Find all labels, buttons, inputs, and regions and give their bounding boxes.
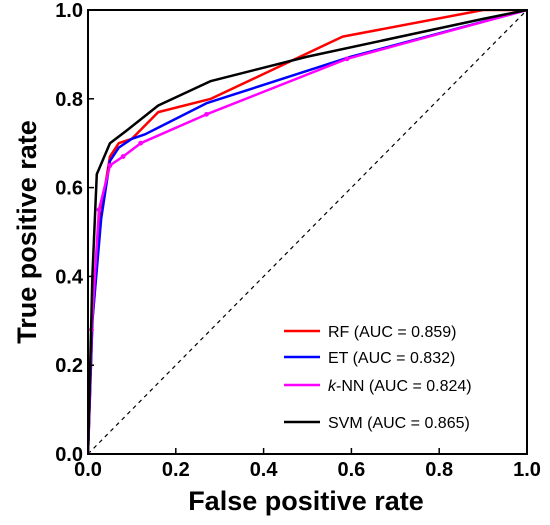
series-point-k-nn [344, 56, 350, 62]
y-tick-label: 0.4 [55, 266, 84, 288]
x-tick-label: 0.0 [74, 459, 102, 481]
legend-label-rf: RF (AUC = 0.859) [328, 324, 456, 341]
series-point-k-nn [138, 140, 144, 146]
series-point-k-nn [96, 207, 102, 213]
reference-line-layer [88, 10, 527, 454]
y-tick-label: 0.2 [55, 355, 83, 377]
series-line-et [88, 10, 527, 454]
x-axis-ticks: 0.0 0.2 0.4 0.6 0.8 1.0 [74, 448, 541, 481]
series-layer [88, 10, 527, 454]
y-tick-label: 0.0 [55, 444, 83, 466]
x-tick-label: 1.0 [513, 459, 541, 481]
plot-frame [87, 9, 528, 455]
chance-diagonal-line [88, 10, 527, 454]
y-axis-ticks: 0.0 0.2 0.4 0.6 0.8 1.0 [55, 0, 94, 466]
x-tick-label: 0.4 [250, 459, 279, 481]
y-tick-label: 1.0 [55, 0, 83, 22]
series-line-svm [88, 10, 527, 454]
y-tick-label: 0.8 [55, 89, 83, 111]
legend-label-k-nn: k-NN (AUC = 0.824) [328, 378, 472, 395]
legend: RF (AUC = 0.859) ET (AUC = 0.832) k-NN (AU… [284, 324, 472, 432]
x-tick-label: 0.6 [337, 459, 365, 481]
legend-label-svm: SVM (AUC = 0.865) [328, 415, 470, 432]
x-axis-label: False positive rate [188, 486, 424, 516]
y-tick-label: 0.6 [55, 178, 83, 200]
series-point-k-nn [120, 154, 126, 159]
x-tick-label: 0.2 [162, 459, 190, 481]
y-axis-label: True positive rate [12, 120, 42, 344]
legend-label-et: ET (AUC = 0.832) [328, 350, 455, 367]
series-point-k-nn [107, 163, 113, 168]
x-tick-label: 0.8 [425, 459, 453, 481]
series-point-k-nn [204, 111, 209, 117]
